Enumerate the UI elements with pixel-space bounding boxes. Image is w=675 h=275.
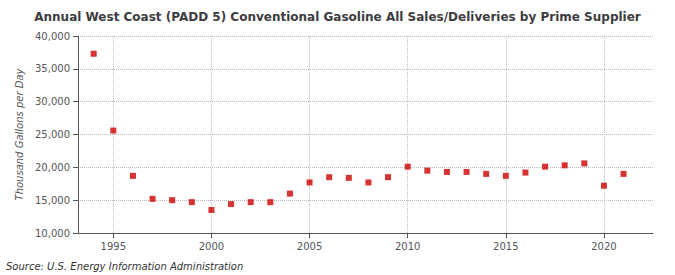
svg-text:Thousand Gallons per Day: Thousand Gallons per Day: [14, 67, 25, 200]
svg-text:Source: U.S. Energy Informatio: Source: U.S. Energy Information Administ…: [6, 261, 243, 272]
svg-text:35,000: 35,000: [35, 63, 70, 74]
svg-text:30,000: 30,000: [35, 96, 70, 107]
svg-text:2020: 2020: [591, 241, 616, 252]
svg-text:2015: 2015: [493, 241, 518, 252]
svg-text:10,000: 10,000: [35, 228, 70, 239]
svg-text:20,000: 20,000: [35, 162, 70, 173]
svg-text:1995: 1995: [101, 241, 126, 252]
svg-text:2000: 2000: [199, 241, 224, 252]
svg-text:2010: 2010: [395, 241, 420, 252]
svg-text:15,000: 15,000: [35, 195, 70, 206]
svg-text:2005: 2005: [297, 241, 322, 252]
svg-text:Annual West Coast (PADD 5) Con: Annual West Coast (PADD 5) Conventional …: [34, 10, 641, 24]
svg-text:25,000: 25,000: [35, 129, 70, 140]
svg-text:40,000: 40,000: [35, 31, 70, 42]
